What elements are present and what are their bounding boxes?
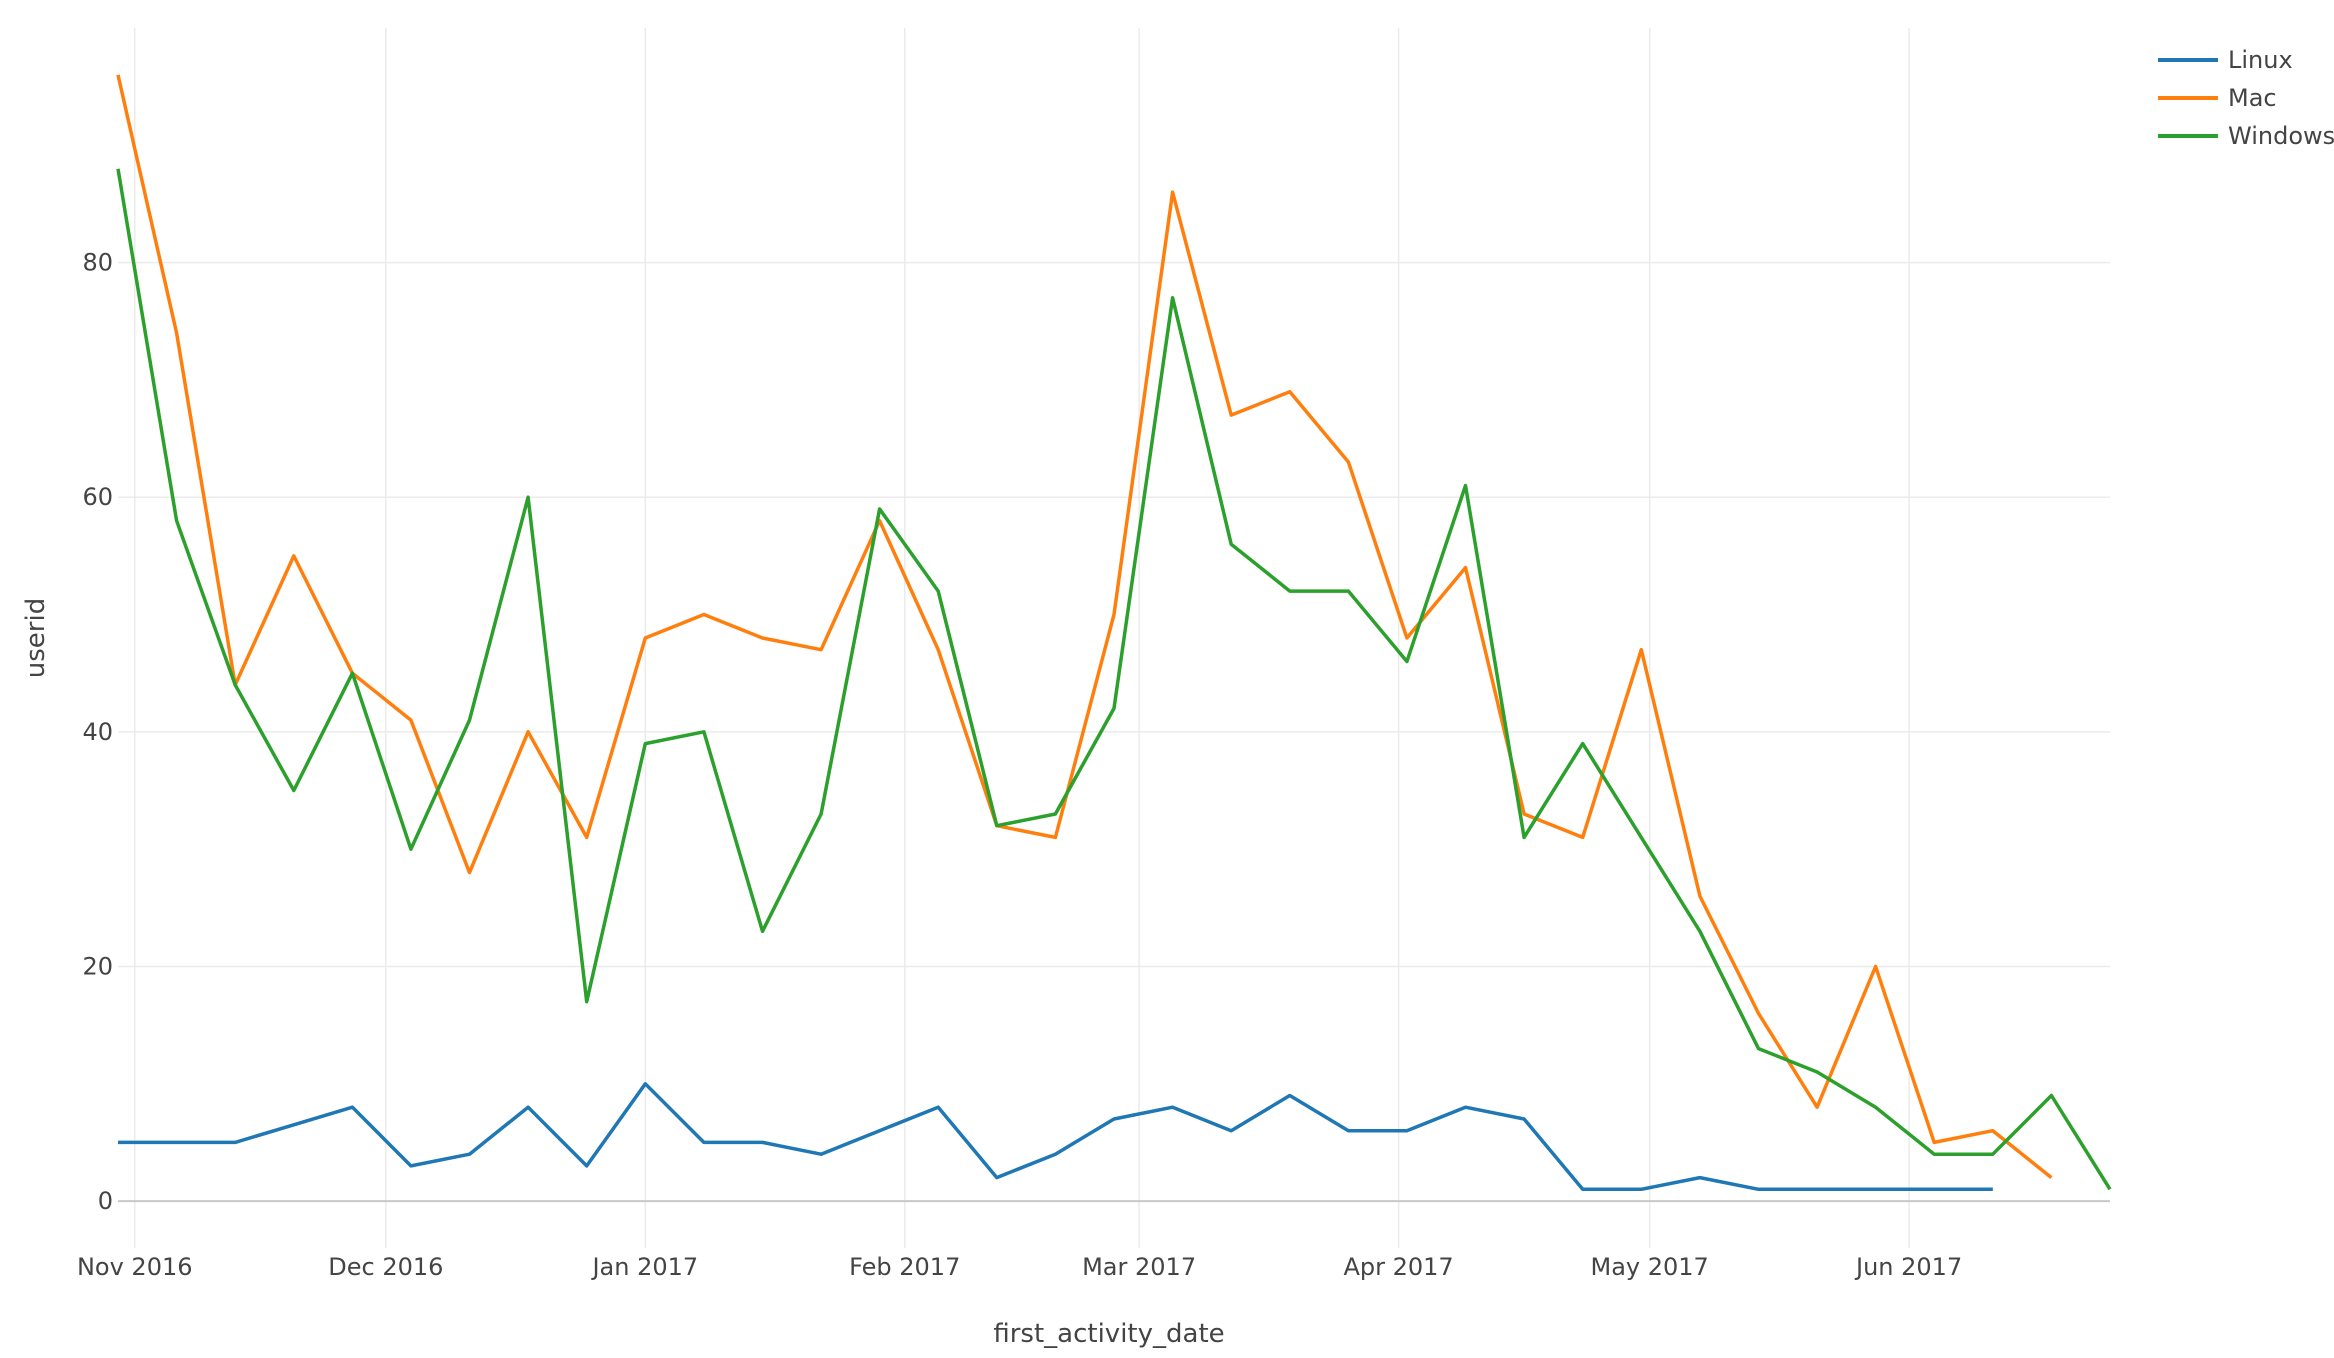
legend: Linux Mac Windows xyxy=(2158,46,2334,150)
series-line-linux xyxy=(118,1082,1993,1192)
x-tick-label: Apr 2017 xyxy=(1343,1253,1453,1281)
grid xyxy=(118,28,2110,1248)
x-tick-label: Feb 2017 xyxy=(849,1253,960,1281)
legend-item-linux[interactable]: Linux xyxy=(2158,46,2293,74)
series-line-mac xyxy=(116,74,2053,1179)
x-axis-ticks: Nov 2016 Dec 2016 Jan 2017 Feb 2017 Mar 2017… xyxy=(77,1253,1962,1281)
x-tick-label: Jun 2017 xyxy=(1854,1253,1962,1281)
legend-item-mac[interactable]: Mac xyxy=(2158,84,2277,112)
y-tick-label: 20 xyxy=(82,952,113,980)
legend-label: Linux xyxy=(2228,46,2293,74)
legend-label: Mac xyxy=(2228,84,2277,112)
y-tick-label: 0 xyxy=(98,1187,113,1215)
y-tick-label: 60 xyxy=(82,483,113,511)
legend-item-windows[interactable]: Windows xyxy=(2158,122,2334,150)
y-tick-label: 40 xyxy=(82,718,113,746)
x-tick-label: Dec 2016 xyxy=(328,1253,443,1281)
series-line-windows xyxy=(116,168,2112,1191)
legend-label: Windows xyxy=(2228,122,2334,150)
x-axis-title: first_activity_date xyxy=(993,1319,1224,1349)
y-axis-ticks: 0 20 40 60 80 xyxy=(82,249,113,1215)
x-tick-label: Jan 2017 xyxy=(590,1253,698,1281)
x-tick-label: May 2017 xyxy=(1590,1253,1708,1281)
y-tick-label: 80 xyxy=(82,249,113,277)
x-tick-label: Nov 2016 xyxy=(77,1253,193,1281)
series-lines xyxy=(116,74,2112,1192)
y-axis-title: userid xyxy=(21,598,51,678)
x-tick-label: Mar 2017 xyxy=(1082,1253,1196,1281)
